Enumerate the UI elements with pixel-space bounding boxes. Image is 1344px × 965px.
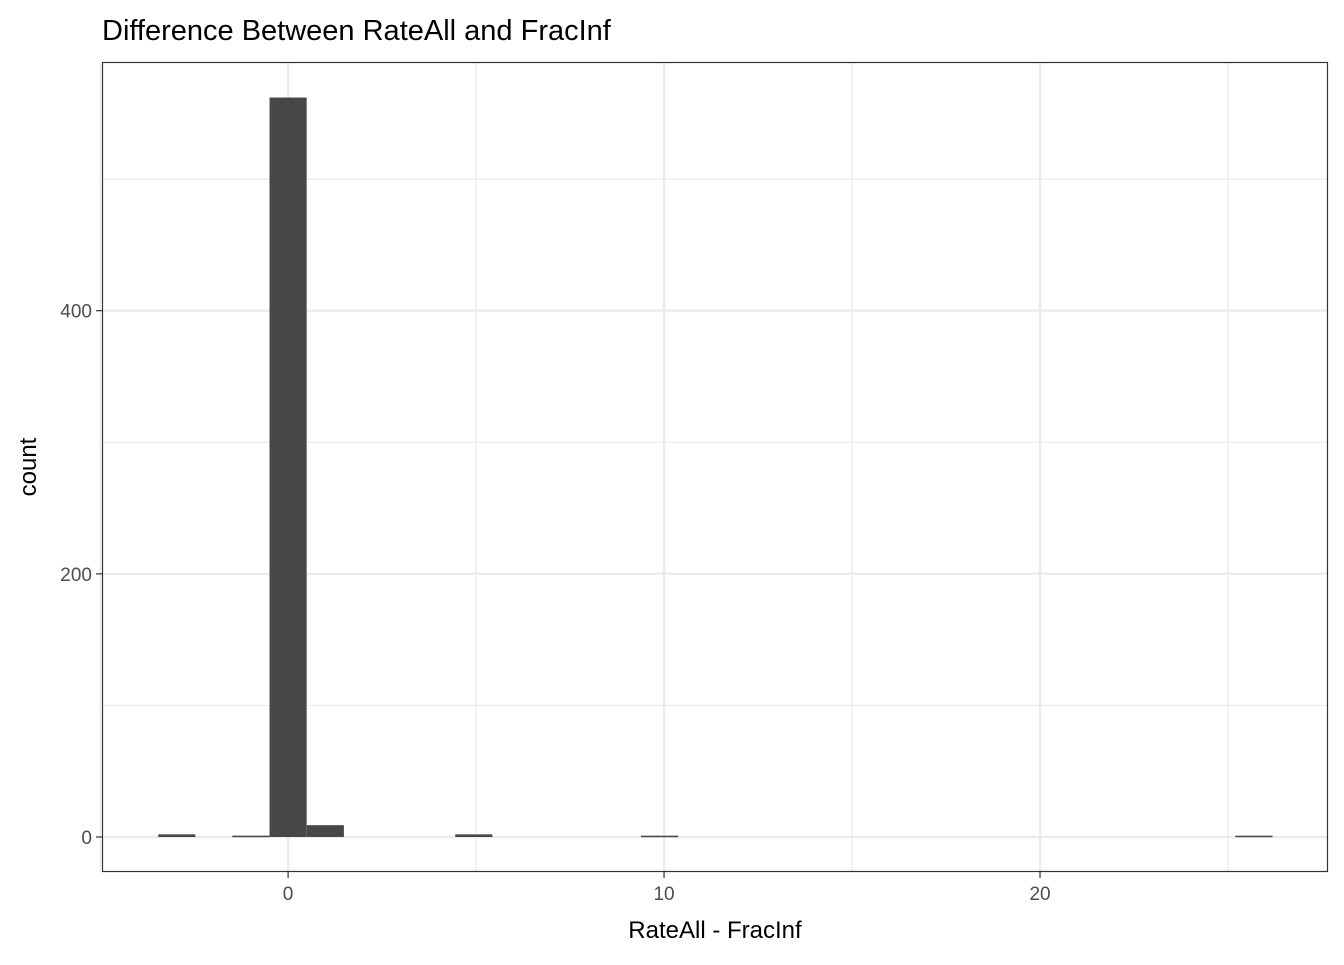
x-tick-label: 10 bbox=[653, 884, 674, 905]
y-tick-label: 400 bbox=[60, 302, 92, 323]
histogram-bar bbox=[1235, 835, 1273, 838]
histogram-bar bbox=[306, 825, 344, 837]
x-axis-label: RateAll - FracInf bbox=[628, 917, 802, 944]
histogram-bar bbox=[455, 834, 493, 837]
y-tick-label: 200 bbox=[60, 565, 92, 586]
histogram-bar bbox=[158, 834, 196, 837]
panel-border bbox=[101, 61, 1329, 873]
chart-title: Difference Between RateAll and FracInf bbox=[102, 15, 612, 47]
histogram-bar bbox=[269, 97, 307, 838]
bars bbox=[158, 97, 1273, 838]
y-axis-label: count bbox=[15, 437, 42, 496]
histogram-bar bbox=[232, 835, 270, 838]
x-tick-label: 0 bbox=[283, 884, 294, 905]
histogram-bar bbox=[640, 835, 679, 838]
y-tick-label: 0 bbox=[81, 828, 92, 849]
x-tick-label: 20 bbox=[1029, 884, 1050, 905]
